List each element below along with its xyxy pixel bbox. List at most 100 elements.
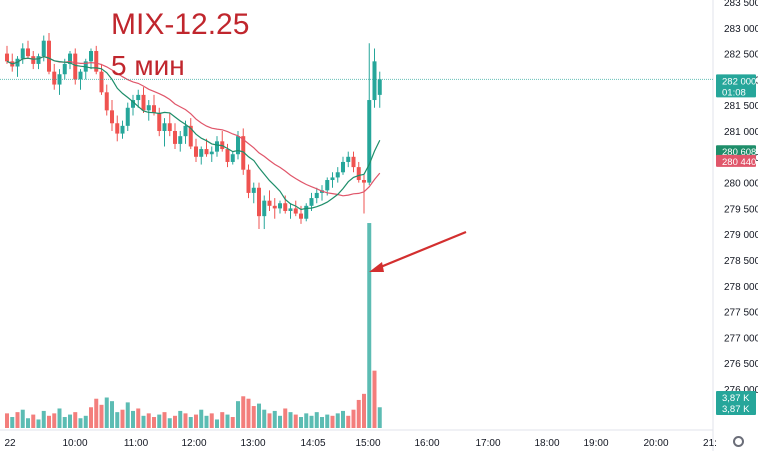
volume-bar (241, 396, 246, 428)
volume-bar (251, 406, 256, 428)
price-tick-label: 283 500 (724, 0, 758, 9)
candle-body (236, 136, 240, 155)
volume-bar (204, 415, 209, 428)
last-price-badge-bg (716, 74, 756, 98)
candle-body (110, 110, 114, 124)
candle-body (178, 136, 183, 144)
candle-body (299, 213, 303, 219)
candle-body (293, 208, 298, 214)
volume-bar (162, 412, 167, 428)
candle-body (283, 203, 288, 211)
volume-bar (36, 419, 41, 428)
last-price-badge-text: 01:08 (722, 87, 746, 98)
candle-body (194, 146, 198, 157)
volume-bar (104, 397, 109, 428)
ma-slow-line (6, 55, 381, 197)
candle-body (162, 123, 167, 131)
volume-bar (183, 413, 188, 428)
candle-body (152, 105, 156, 113)
price-tick-label: 279 500 (724, 204, 758, 215)
candles-layer (5, 32, 382, 230)
candle-body (131, 100, 135, 108)
volume-bar (304, 413, 309, 428)
candle-body (262, 200, 267, 217)
candle-body (5, 53, 9, 62)
volume-bar (209, 413, 214, 428)
volume-bar (377, 407, 382, 428)
time-tick-label: 18:00 (534, 438, 559, 449)
last-price-badge-text: 282 000 (722, 76, 756, 87)
volume-badge-bg (716, 391, 756, 415)
volume-bar (178, 410, 183, 428)
candle-body (89, 51, 93, 62)
volume-bar (52, 413, 57, 428)
candle-body (31, 56, 36, 64)
volume-bar (188, 417, 193, 428)
volume-badge-text: 3,87 K (722, 404, 750, 415)
candle-body (251, 187, 256, 193)
ma-fast-badge-bg (716, 145, 756, 158)
volume-bar (267, 413, 272, 428)
candle-body (26, 48, 30, 57)
candle-body (241, 136, 246, 170)
time-tick-label: 13:00 (240, 438, 265, 449)
candle-body (267, 200, 272, 206)
volume-layer (5, 223, 382, 428)
price-tick-label: 278 500 (724, 256, 758, 267)
candle-body (341, 161, 345, 173)
ma-slow-badge-bg (716, 154, 756, 167)
time-tick-label: 16:00 (414, 438, 439, 449)
candle-body (278, 203, 282, 209)
volume-bar (99, 404, 104, 428)
gear-icon[interactable] (733, 436, 744, 447)
time-tick-label: 11:00 (124, 438, 149, 449)
candle-body (288, 208, 293, 211)
time-tick-label: 15:00 (355, 438, 380, 449)
candle-body (78, 71, 83, 80)
candle-body (20, 48, 25, 59)
arrow-head-icon (369, 262, 384, 272)
candle-body (94, 51, 99, 72)
volume-bar (110, 401, 114, 428)
price-tick-label: 282 500 (724, 50, 758, 61)
volume-bar (314, 412, 319, 428)
candle-body (246, 169, 251, 193)
candle-body (272, 205, 277, 209)
volume-bar (220, 412, 225, 428)
volume-bar (236, 401, 240, 428)
volume-bar (225, 414, 230, 428)
volume-bar (152, 417, 156, 428)
time-tick-label: 17:00 (475, 438, 500, 449)
price-tick-label: 277 000 (724, 333, 758, 344)
volume-bar (230, 417, 235, 428)
candle-body (136, 94, 141, 101)
candle-body (183, 125, 188, 137)
price-tick-label: 276 500 (724, 359, 758, 370)
annotation-layer (369, 230, 467, 272)
volume-bar (167, 418, 172, 428)
price-tick-label: 281 500 (724, 101, 758, 112)
ma-slow-badge-text: 280 440 (722, 157, 756, 168)
candle-body (52, 71, 57, 85)
candle-body (68, 53, 72, 64)
candle-body (314, 192, 319, 199)
candle-body (230, 154, 235, 162)
candle-body (225, 149, 230, 162)
candle-body (157, 112, 162, 131)
candle-body (330, 177, 335, 181)
ma-slow-badge: 280 440 (716, 154, 756, 168)
price-tick-label: 279 000 (724, 230, 758, 241)
volume-bar (5, 413, 9, 428)
candle-body (367, 100, 372, 183)
time-tick-label: 14:05 (300, 438, 325, 449)
candle-body (36, 56, 41, 64)
candle-body (41, 40, 46, 57)
candle-body (257, 187, 261, 217)
moving-averages-layer (6, 55, 381, 211)
volume-bar (299, 417, 303, 428)
candle-body (173, 131, 177, 144)
candle-body (356, 167, 361, 181)
volume-bar (320, 417, 324, 428)
